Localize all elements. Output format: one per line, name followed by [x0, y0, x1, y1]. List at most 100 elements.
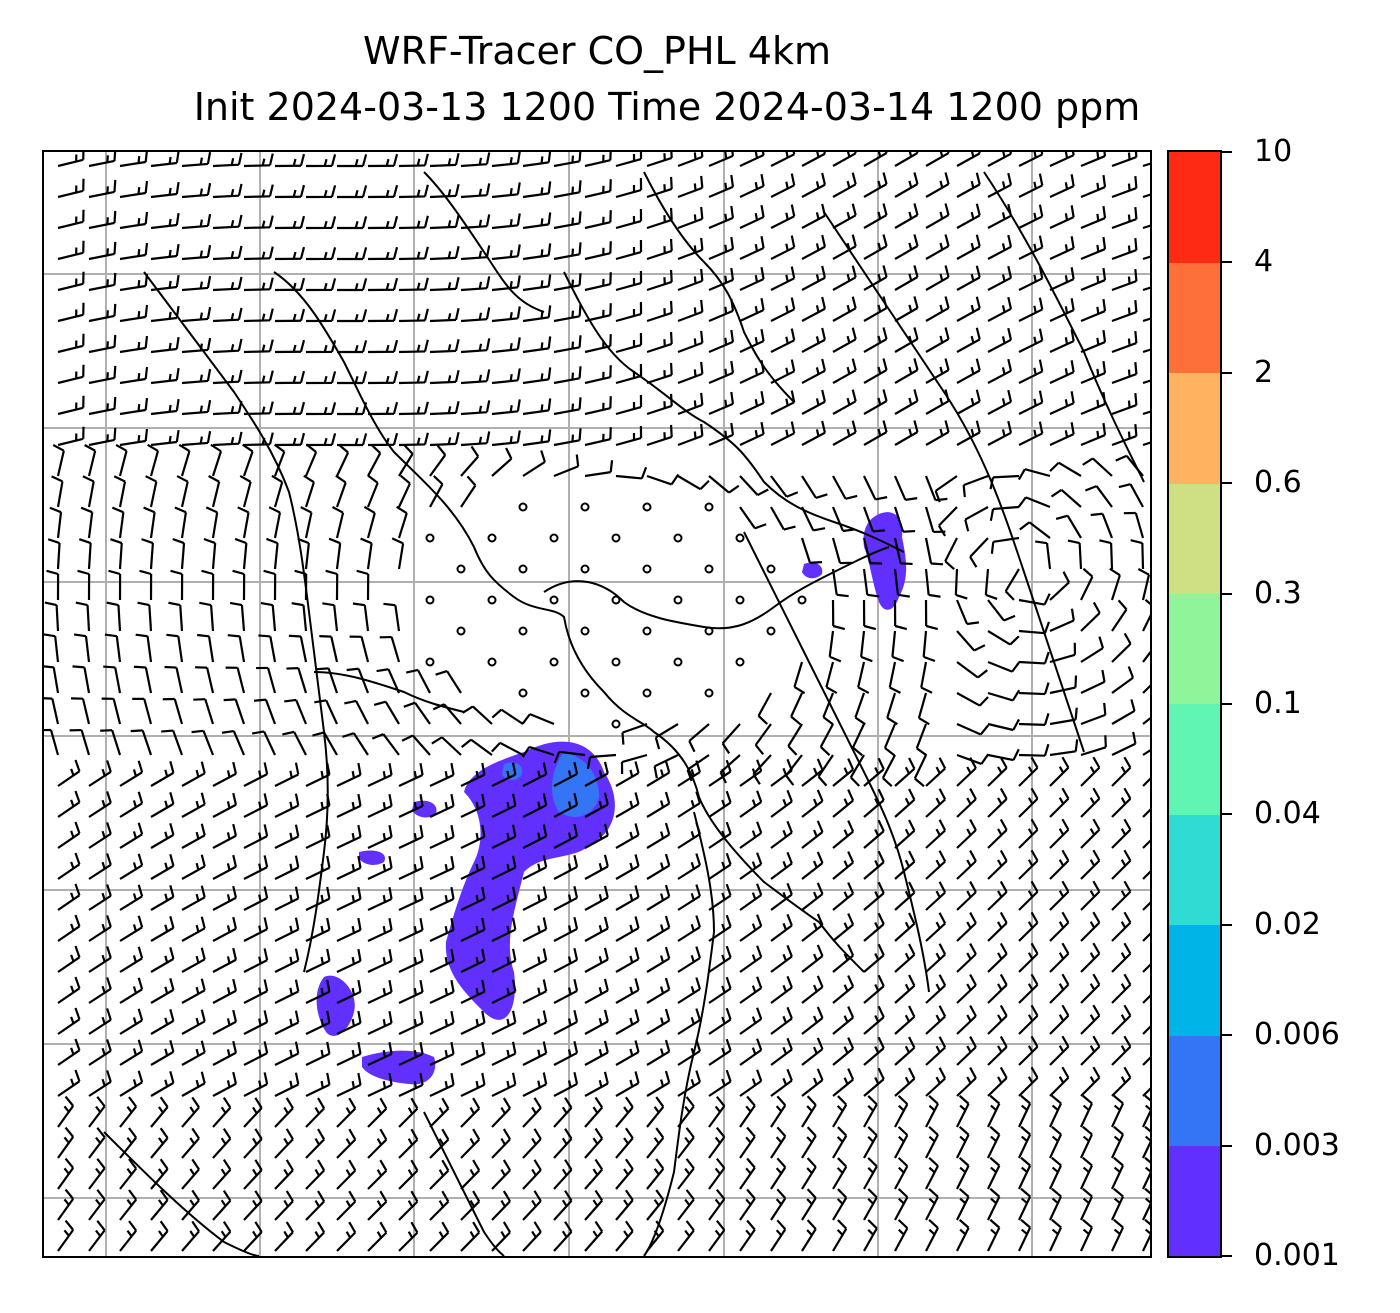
wind-barb-flag: [511, 793, 517, 806]
wind-barb-flag: [317, 1128, 326, 1140]
wind-barb: [1111, 787, 1132, 818]
wind-barb-staff: [924, 506, 935, 533]
wind-barb-flag: [388, 793, 393, 807]
wind-barb: [304, 443, 318, 477]
wind-barb-staff: [1142, 317, 1150, 323]
wind-barb-flag: [1064, 430, 1069, 438]
wind-barb: [654, 723, 679, 750]
wind-barb-staff: [925, 922, 946, 942]
wind-barb: [367, 277, 399, 292]
wind-barb-flag: [232, 1040, 238, 1054]
wind-barb-staff: [177, 636, 184, 663]
wind-barb-flag: [908, 757, 916, 770]
wind-barb-staff: [305, 1107, 325, 1128]
wind-barb: [88, 179, 117, 199]
wind-barb-flag: [1137, 568, 1150, 576]
wind-barb-flag: [564, 1128, 573, 1140]
wind-barb: [243, 948, 269, 973]
wind-barb: [491, 368, 521, 385]
wind-barb-flag: [725, 759, 732, 772]
wind-barb-staff: [1142, 162, 1150, 168]
wind-barb-staff: [987, 369, 1012, 384]
wind-barb-flag: [567, 832, 572, 840]
wind-barb-flag: [908, 242, 913, 250]
wind-barb-flag: [928, 1188, 939, 1198]
wind-barb-flag: [73, 633, 87, 638]
wind-barb-staff: [57, 1167, 75, 1190]
wind-barb-staff: [956, 369, 981, 384]
wind-barb-staff: [584, 252, 611, 261]
wind-barb-staff: [708, 925, 732, 942]
wind-barb-flag: [485, 245, 491, 258]
wind-barb: [956, 757, 977, 787]
wind-barb: [47, 538, 61, 570]
wind-barb-flag: [1123, 818, 1132, 831]
wind-barb-staff: [429, 990, 454, 1004]
wind-barb-staff: [491, 441, 518, 447]
wind-barb-flag: [1109, 567, 1121, 577]
wind-barb: [181, 823, 206, 849]
wind-barb-staff: [1142, 379, 1150, 385]
wind-barb-staff: [212, 896, 237, 911]
wind-barb-flag: [237, 338, 243, 351]
wind-barb-staff: [615, 834, 640, 849]
wind-barb: [801, 1188, 817, 1221]
wind-barb-flag: [969, 1067, 977, 1079]
wind-barb: [925, 1005, 947, 1035]
wind-barb: [863, 420, 888, 446]
wind-barb-staff: [273, 543, 279, 570]
wind-barb-flag: [728, 484, 740, 494]
wind-barb-flag: [385, 344, 390, 353]
wind-barb: [894, 850, 916, 880]
wind-barb: [57, 1069, 81, 1097]
wind-barb-flag: [699, 479, 710, 490]
wind-barb-flag: [969, 881, 977, 893]
wind-barb: [212, 431, 243, 447]
wind-barb-staff: [956, 891, 977, 911]
wind-barb-flag: [1123, 849, 1132, 862]
wind-barb-flag: [320, 863, 324, 872]
wind-barb-staff: [460, 380, 488, 385]
wind-barb-flag: [169, 761, 175, 774]
wind-barb-flag: [509, 435, 513, 444]
wind-barb-flag: [485, 214, 491, 227]
wind-barb-flag: [573, 947, 579, 961]
wind-barb-flag: [690, 1078, 695, 1087]
wind-barb: [367, 153, 399, 168]
wind-barb: [770, 1126, 787, 1159]
wind-barb-flag: [567, 801, 572, 809]
wind-barb-flag: [928, 1104, 936, 1112]
wind-barb-staff: [956, 400, 981, 415]
wind-barb-staff: [1111, 435, 1137, 447]
wind-barb: [987, 1094, 1001, 1128]
wind-barb-staff: [212, 865, 237, 880]
wind-barb: [677, 822, 701, 849]
wind-barb: [801, 944, 824, 973]
wind-barb-flag: [685, 1096, 695, 1108]
wind-barb-flag: [419, 762, 424, 776]
wind-barb-flag: [289, 770, 293, 778]
wind-barb-flag: [660, 1079, 665, 1087]
wind-barb-flag: [821, 265, 826, 278]
wind-barb: [491, 1221, 511, 1252]
wind-barb-flag: [837, 1126, 848, 1137]
wind-barb: [801, 506, 826, 532]
wind-barb: [1090, 512, 1114, 539]
wind-barb-flag: [1058, 1014, 1065, 1022]
wind-barb-staff: [677, 1050, 701, 1066]
wind-barb-flag: [938, 974, 947, 986]
wind-barb-flag: [592, 1199, 599, 1207]
wind-barb-flag: [695, 946, 701, 959]
wind-barb-flag: [491, 742, 501, 753]
wind-barb-flag: [1113, 1197, 1121, 1204]
wind-barb-staff: [367, 835, 393, 849]
wind-barb-flag: [877, 881, 885, 894]
wind-barb-staff: [655, 723, 679, 739]
wind-barb-staff: [212, 1106, 232, 1128]
wind-barb-staff: [1028, 521, 1051, 539]
wind-barb: [367, 1097, 388, 1128]
wind-barb-flag: [867, 1095, 878, 1106]
wind-barb-flag: [1033, 243, 1037, 251]
wind-barb-flag: [625, 1127, 634, 1139]
wind-barb-staff: [460, 1052, 485, 1066]
